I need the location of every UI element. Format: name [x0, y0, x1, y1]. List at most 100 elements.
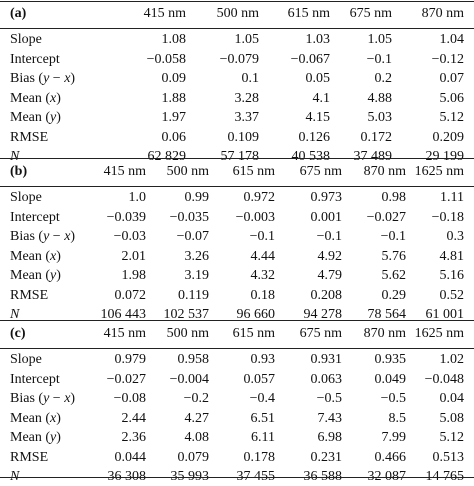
column-header: 1625 nm: [414, 164, 464, 179]
table-cell: 0.049: [374, 371, 407, 387]
column-header: 675 nm: [349, 6, 392, 21]
table-cell: 1.11: [440, 190, 464, 205]
table-cell: −0.035: [169, 209, 209, 225]
table-cell: 4.1: [312, 90, 331, 106]
table-cell: 1.02: [439, 352, 465, 367]
row-label: Mean (y): [10, 268, 61, 283]
table-cell: −0.039: [106, 209, 146, 225]
column-header: 615 nm: [232, 164, 275, 179]
table-cell: 0.935: [374, 352, 407, 367]
table-cell: 0.07: [439, 71, 465, 86]
row-label: N: [10, 307, 20, 322]
table-cell: −0.048: [424, 371, 464, 387]
panel-header-rule: [0, 28, 474, 29]
table-cell: 4.15: [305, 110, 331, 125]
table-cell: 40 538: [291, 149, 331, 164]
table-cell: 0.99: [184, 190, 210, 205]
row-label: Mean (y): [10, 110, 61, 125]
table-cell: −0.1: [316, 229, 342, 244]
table-cell: 1.05: [234, 32, 260, 47]
table-cell: 5.08: [439, 410, 465, 426]
table-cell: 0.09: [161, 71, 187, 86]
table-cell: 0.979: [114, 352, 147, 367]
column-header: 415 nm: [103, 326, 146, 341]
table-cell: 4.79: [317, 268, 343, 283]
table-cell: 4.88: [367, 90, 393, 106]
table-cell: 4.92: [317, 248, 343, 264]
table-cell: −0.004: [169, 371, 209, 387]
table-cell: −0.18: [431, 209, 464, 225]
table-cell: 57 178: [220, 149, 260, 164]
table-cell: 4.27: [184, 410, 210, 426]
column-header: 675 nm: [299, 326, 342, 341]
table-cell: 0.972: [243, 190, 276, 205]
table-cell: 0.044: [114, 449, 147, 465]
row-label: Mean (x): [10, 248, 61, 264]
table-cell: 0.126: [298, 129, 331, 145]
column-header: 500 nm: [216, 6, 259, 21]
table-cell: 0.931: [310, 352, 343, 367]
table-cell: −0.027: [106, 371, 146, 387]
column-header: 500 nm: [166, 326, 209, 341]
table-cell: 2.44: [121, 410, 147, 426]
table-cell: −0.1: [366, 51, 392, 67]
table-cell: −0.1: [249, 229, 275, 244]
table-cell: 0.063: [310, 371, 343, 387]
column-header: 500 nm: [166, 164, 209, 179]
table-cell: 0.209: [432, 129, 465, 145]
table-cell: −0.027: [366, 209, 406, 225]
table-cell: 6.98: [317, 430, 343, 445]
table-cell: 3.26: [184, 248, 210, 264]
table-cell: 0.079: [177, 449, 210, 465]
row-label: Mean (x): [10, 410, 61, 426]
table-cell: −0.079: [219, 51, 259, 67]
table-cell: 8.5: [388, 410, 407, 426]
panel-top-rule: [0, 158, 474, 160]
table-cell: 6.51: [250, 410, 276, 426]
table-cell: 0.466: [374, 449, 407, 465]
table-cell: 3.19: [184, 268, 210, 283]
table-cell: −0.5: [380, 391, 406, 406]
table-cell: 0.04: [439, 391, 465, 406]
row-label: Mean (x): [10, 90, 61, 106]
table-cell: 0.3: [446, 229, 465, 244]
panel-label: (a): [10, 6, 27, 21]
table-cell: 5.12: [439, 110, 465, 125]
table-cell: 61 001: [425, 307, 465, 322]
table-cell: 1.0: [128, 190, 147, 205]
table-cell: 37 489: [353, 149, 393, 164]
table-cell: 6.11: [251, 430, 275, 445]
row-label: Intercept: [10, 209, 60, 225]
table-cell: 1.98: [121, 268, 147, 283]
table-cell: 96 660: [236, 307, 276, 322]
table-cell: 0.958: [177, 352, 210, 367]
table-cell: −0.08: [113, 391, 146, 406]
row-label: Intercept: [10, 371, 60, 387]
panel-header-rule: [0, 348, 474, 349]
table-cell: −0.2: [183, 391, 209, 406]
table-cell: 7.43: [317, 410, 343, 426]
table-cell: 1.97: [161, 110, 187, 125]
table-cell: −0.07: [176, 229, 209, 244]
table-cell: 3.37: [234, 110, 260, 125]
table-cell: 0.208: [310, 287, 343, 303]
table-cell: 102 537: [163, 307, 210, 322]
column-header: 1625 nm: [414, 326, 464, 341]
table-cell: 0.172: [360, 129, 393, 145]
row-label: RMSE: [10, 449, 49, 465]
row-label: Bias (y − x): [10, 229, 76, 244]
table-cell: 0.973: [310, 190, 343, 205]
table-cell: 5.03: [367, 110, 393, 125]
table-cell: 5.76: [381, 248, 407, 264]
table-cell: 0.1: [241, 71, 260, 86]
panel-top-rule: [0, 320, 474, 322]
table-bottom-rule: [0, 477, 474, 479]
table-cell: 0.231: [310, 449, 343, 465]
table-cell: −0.067: [290, 51, 330, 67]
row-label: Mean (y): [10, 430, 61, 445]
table-cell: 0.001: [310, 209, 343, 225]
table-cell: 62 829: [147, 149, 187, 164]
column-header: 415 nm: [143, 6, 186, 21]
table-cell: −0.003: [235, 209, 275, 225]
